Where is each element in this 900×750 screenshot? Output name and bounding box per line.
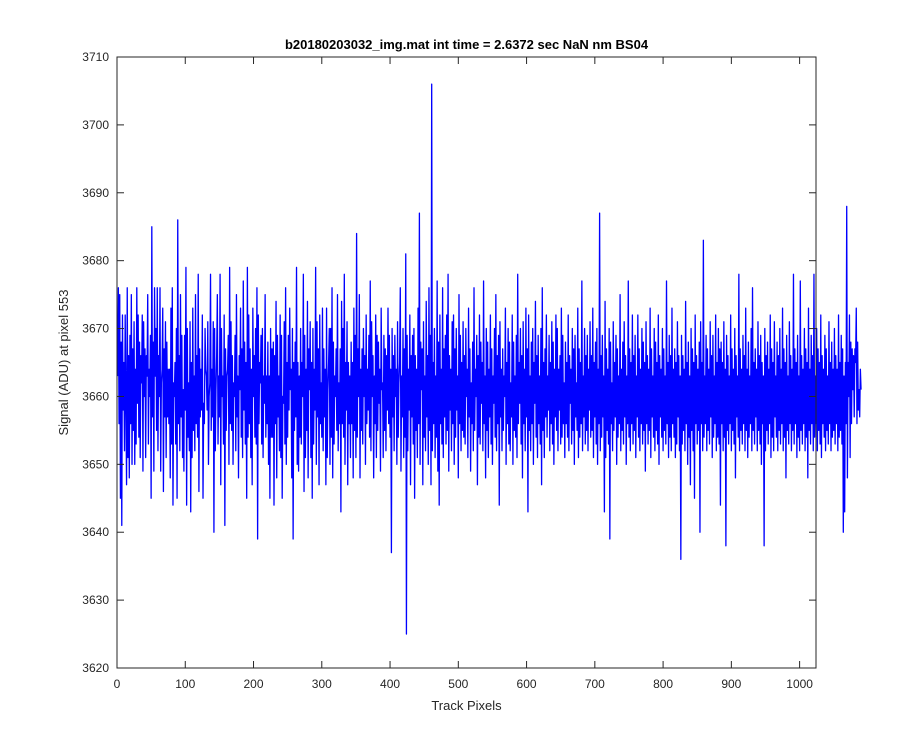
y-axis-label: Signal (ADU) at pixel 553 [56,290,71,436]
y-tick-label: 3640 [82,525,109,539]
x-tick-label: 600 [517,677,537,691]
x-tick-label: 0 [114,677,121,691]
y-tick-label: 3700 [82,118,109,132]
axes-box [116,56,817,669]
series-layer [117,83,862,635]
x-tick-label: 400 [380,677,400,691]
x-tick-label: 900 [721,677,741,691]
x-tick-label: 700 [585,677,605,691]
y-tick-label: 3680 [82,254,109,268]
y-tick-label: 3660 [82,389,109,403]
x-axis: 0 100 200 300 400 500 600 700 800 900 1000 [114,57,813,691]
x-axis-label: Track Pixels [431,698,502,713]
x-tick-label: 500 [448,677,468,691]
y-axis: 3620 3630 3640 3650 3660 3670 3680 3690 3700 3710 [82,50,816,675]
y-tick-label: 3630 [82,593,109,607]
x-tick-label: 300 [312,677,332,691]
x-tick-label: 100 [175,677,195,691]
y-tick-label: 3650 [82,457,109,471]
y-tick-label: 3620 [82,661,109,675]
x-tick-label: 1000 [786,677,813,691]
series-line-0 [117,83,862,635]
y-tick-label: 3710 [82,50,109,64]
x-tick-label: 200 [244,677,264,691]
x-tick-label: 800 [653,677,673,691]
y-tick-label: 3670 [82,322,109,336]
chart-title: b20180203032_img.mat int time = 2.6372 s… [285,37,649,52]
y-tick-label: 3690 [82,186,109,200]
